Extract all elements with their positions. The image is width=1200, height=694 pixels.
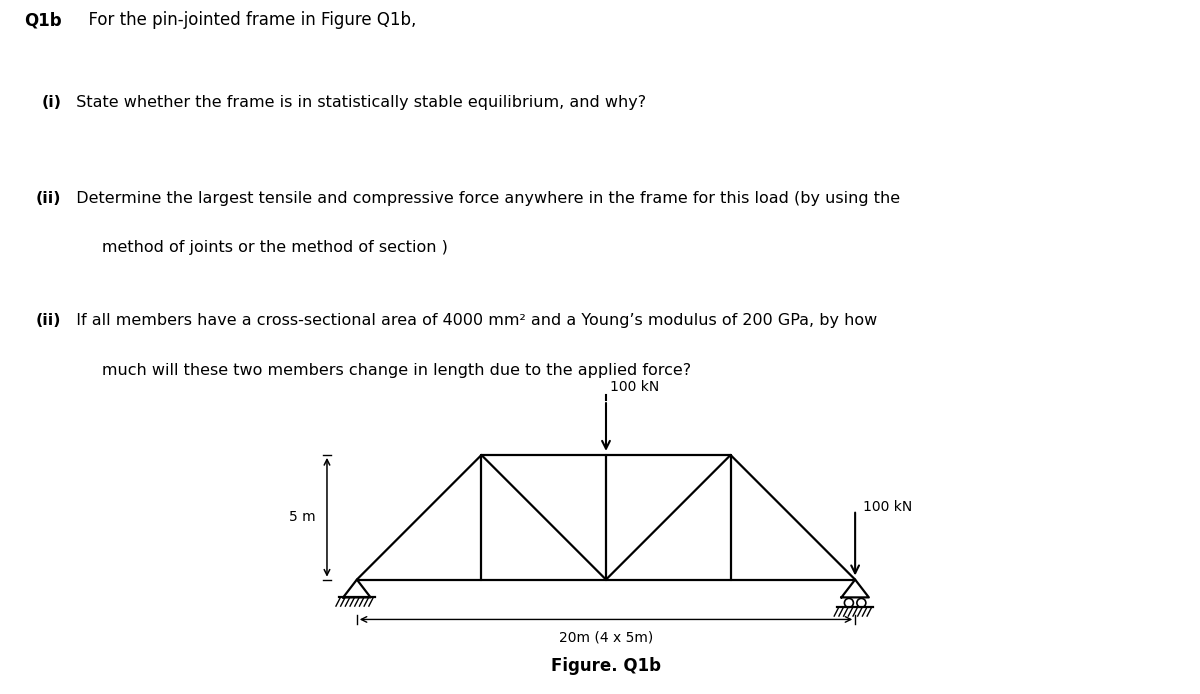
Polygon shape	[841, 579, 869, 598]
Text: (ii): (ii)	[36, 191, 61, 206]
Text: much will these two members change in length due to the applied force?: much will these two members change in le…	[66, 362, 691, 378]
Text: Q1b: Q1b	[24, 12, 61, 29]
Text: 5 m: 5 m	[289, 510, 316, 524]
Text: 100 kN: 100 kN	[610, 380, 659, 394]
Text: method of joints or the method of section ): method of joints or the method of sectio…	[66, 241, 448, 255]
Text: 20m (4 x 5m): 20m (4 x 5m)	[559, 631, 653, 645]
Text: For the pin-jointed frame in Figure Q1b,: For the pin-jointed frame in Figure Q1b,	[78, 12, 416, 29]
Text: (i): (i)	[42, 95, 62, 110]
Circle shape	[845, 598, 853, 607]
Text: Figure. Q1b: Figure. Q1b	[551, 657, 661, 675]
Text: State whether the frame is in statistically stable equilibrium, and why?: State whether the frame is in statistica…	[66, 95, 646, 110]
Text: 100 kN: 100 kN	[863, 500, 912, 514]
Polygon shape	[343, 579, 371, 598]
Text: If all members have a cross-sectional area of 4000 mm² and a Young’s modulus of : If all members have a cross-sectional ar…	[66, 313, 877, 328]
Circle shape	[857, 598, 866, 607]
Text: Determine the largest tensile and compressive force anywhere in the frame for th: Determine the largest tensile and compre…	[66, 191, 900, 206]
Text: (ii): (ii)	[36, 313, 61, 328]
